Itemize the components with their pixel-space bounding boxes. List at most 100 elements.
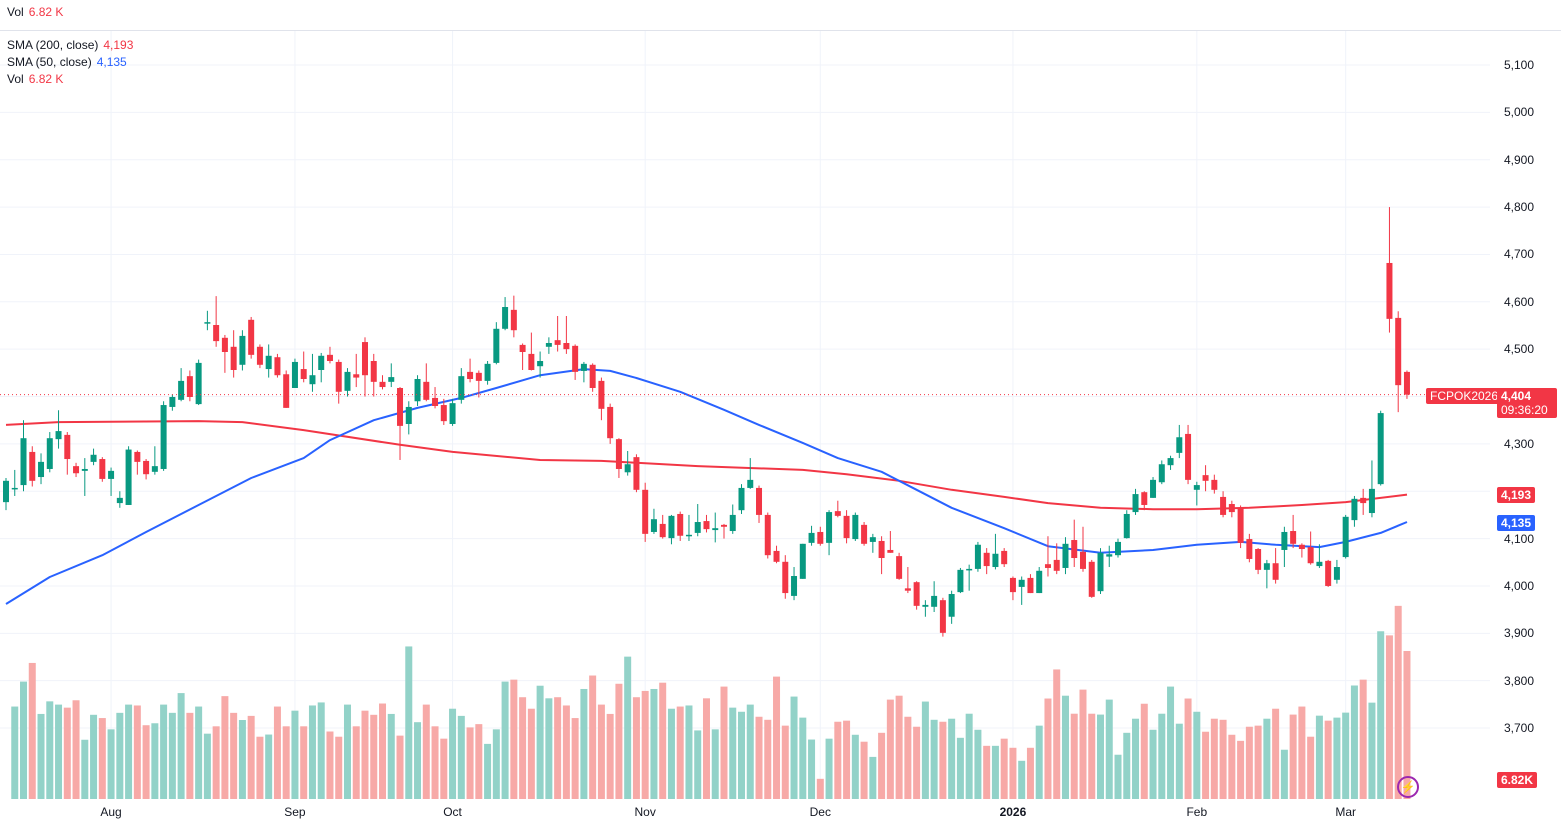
candle-down: [29, 451, 36, 481]
volume-bar: [764, 719, 772, 799]
volume-tag: 6.82K: [1497, 772, 1538, 788]
candle-up: [650, 519, 657, 532]
volume-bar: [834, 721, 842, 799]
legend-value: 6.82 K: [28, 72, 64, 86]
top-volume-legend[interactable]: Vol 6.82 K: [7, 4, 63, 21]
volume-bar: [326, 731, 334, 799]
candle-up: [458, 376, 465, 400]
bar-countdown: 09:36:20: [1501, 403, 1548, 417]
candle-down: [353, 374, 360, 378]
lightning-icon[interactable]: ⚡: [1397, 776, 1419, 798]
candle-up: [309, 375, 316, 385]
price-axis-label: 4,800: [1504, 200, 1535, 215]
volume-bar: [370, 714, 378, 799]
candle-down: [703, 521, 710, 530]
candle-up: [869, 537, 876, 542]
volume-bar: [519, 697, 527, 799]
volume-bar: [142, 725, 150, 799]
candle-down: [143, 460, 150, 475]
volume-bar: [808, 739, 816, 799]
volume-bar: [1097, 714, 1104, 799]
volume-bar: [913, 726, 921, 799]
sma50-price-tag: 4,135: [1497, 515, 1536, 531]
volume-bar: [151, 723, 159, 799]
pane-separator[interactable]: [0, 30, 1561, 31]
candle-down: [563, 343, 570, 350]
legend-label: SMA (50, close): [7, 55, 92, 69]
candle-down: [939, 600, 946, 633]
candle-up: [169, 396, 176, 407]
candle-up: [1263, 563, 1270, 570]
candle-up: [922, 604, 929, 607]
volume-bar: [1175, 723, 1183, 799]
time-axis-label: 2026: [999, 805, 1027, 819]
volume-bar: [55, 704, 63, 799]
candle-up: [537, 361, 544, 367]
volume-bar: [221, 696, 229, 799]
volume-bar: [624, 656, 632, 799]
volume-bar: [352, 726, 360, 799]
volume-bar: [343, 704, 351, 799]
volume-bar: [273, 706, 281, 799]
price-axis-label: 4,900: [1504, 152, 1535, 167]
candle-up: [791, 576, 798, 596]
candle-down: [73, 466, 80, 474]
candle-down: [467, 371, 474, 379]
volume-bar: [98, 718, 106, 799]
volume-bar: [1184, 698, 1192, 799]
candle-down: [335, 361, 342, 392]
volume-bar: [1149, 729, 1157, 799]
volume-bar: [562, 705, 570, 799]
candle-down: [370, 361, 377, 382]
candle-down: [1298, 544, 1305, 550]
candle-down: [764, 514, 771, 556]
candle-down: [1001, 550, 1008, 565]
legend-sma200[interactable]: SMA (200, close) 4,193: [7, 37, 133, 54]
candle-down: [1386, 262, 1393, 319]
candle-down: [1079, 551, 1086, 569]
volume-bar: [90, 714, 98, 799]
time-axis-label: Sep: [284, 805, 306, 819]
candle-down: [896, 556, 903, 579]
candle-up: [46, 438, 53, 469]
candle-up: [178, 380, 185, 400]
volume-bar: [238, 720, 246, 799]
volume-bar: [843, 720, 851, 799]
volume-bar: [545, 698, 553, 799]
price-axis-label: 4,300: [1504, 436, 1535, 451]
candle-down: [1272, 563, 1279, 580]
candle-up: [694, 522, 701, 533]
volume-bar: [991, 745, 999, 799]
volume-bar: [230, 712, 238, 799]
legend-volume[interactable]: Vol 6.82 K: [7, 71, 63, 88]
volume-bar: [133, 705, 141, 799]
candle-up: [747, 479, 754, 488]
volume-bar: [168, 712, 176, 799]
volume-bar: [1044, 698, 1052, 799]
candle-down: [379, 381, 386, 388]
candle-up: [668, 515, 675, 539]
candle-up: [1342, 516, 1349, 558]
candle-down: [397, 387, 404, 426]
candle-up: [239, 335, 246, 365]
candle-down: [817, 531, 824, 544]
candle-up: [90, 454, 97, 462]
volume-bar: [729, 707, 737, 799]
legend-sma50[interactable]: SMA (50, close) 4,135: [7, 54, 127, 71]
volume-bar: [606, 713, 614, 799]
candle-up: [108, 470, 115, 479]
candle-up: [160, 405, 167, 469]
candle-down: [756, 487, 763, 515]
candle-up: [948, 594, 955, 617]
volume-bar: [1272, 708, 1280, 799]
candle-up: [493, 328, 500, 363]
volume-bar: [1219, 719, 1227, 799]
volume-bar: [615, 683, 623, 799]
candle-down: [213, 325, 220, 342]
volume-bar: [361, 710, 369, 799]
candle-up: [318, 355, 325, 370]
volume-bar: [501, 681, 509, 799]
volume-bar: [1280, 749, 1288, 799]
candle-up: [125, 449, 132, 505]
